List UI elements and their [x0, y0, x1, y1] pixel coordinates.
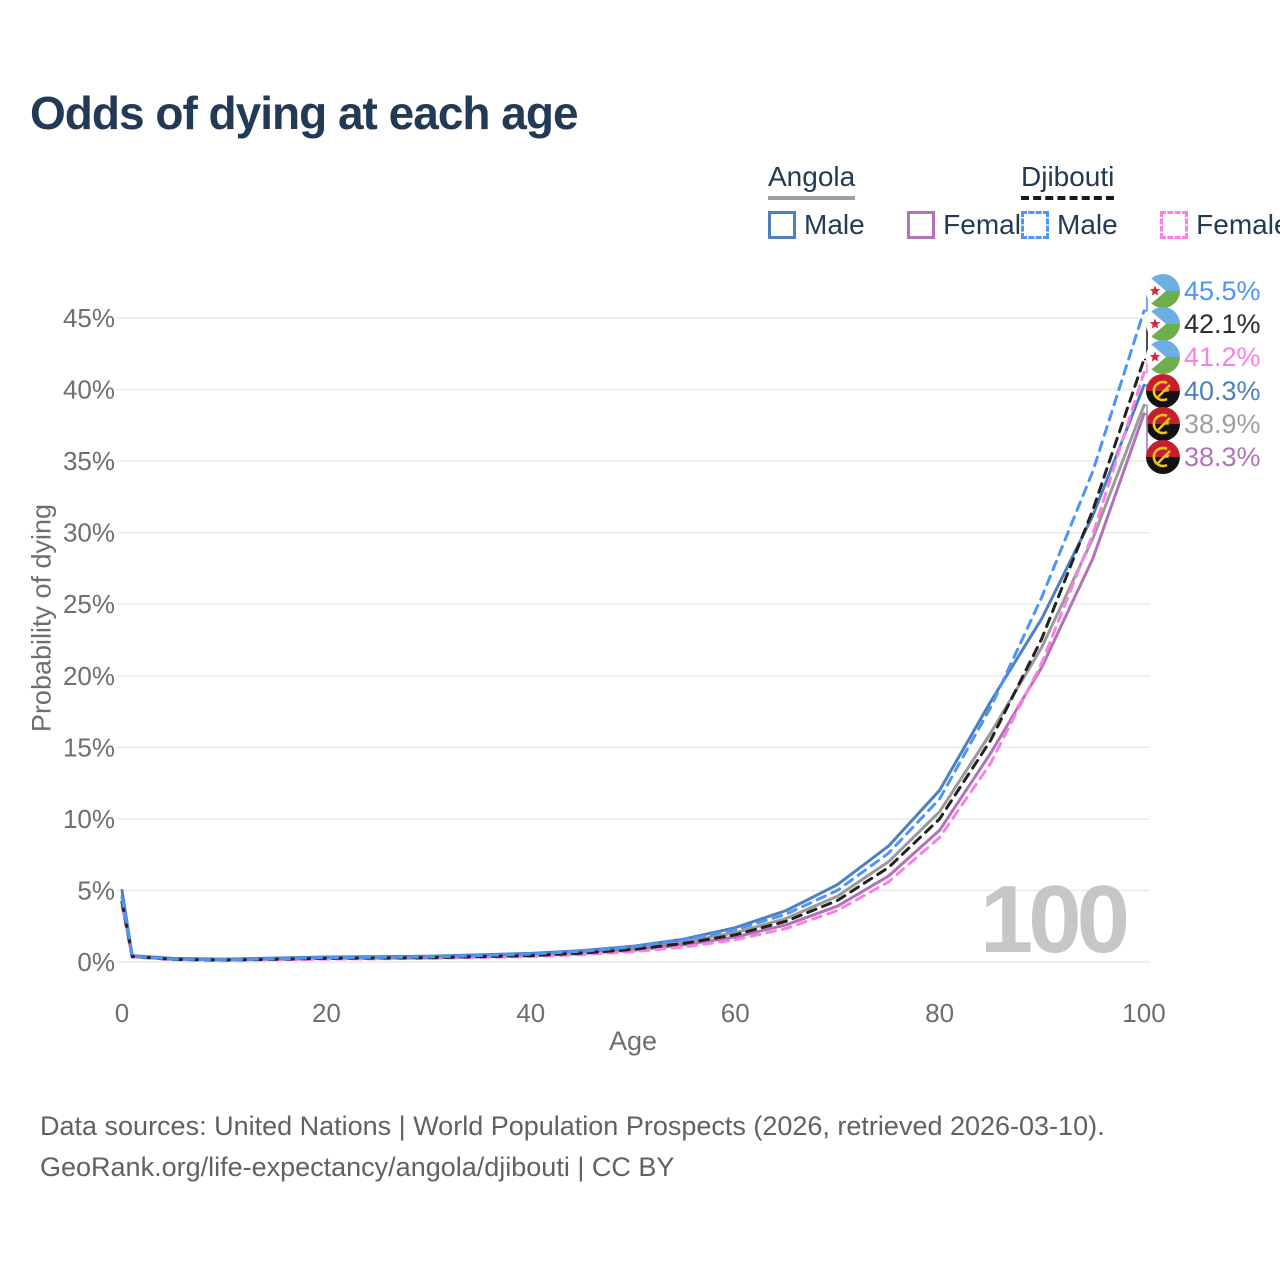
y-tick-label-40: 40%	[63, 375, 115, 405]
legend-item-label: Female	[1196, 209, 1280, 240]
legend-group-angola: Angola Male Female	[768, 161, 1037, 244]
legend-country-djibouti[interactable]: Djibouti	[1021, 161, 1115, 200]
x-tick-label-0: 0	[115, 998, 129, 1028]
djibouti-flag-icon	[1146, 274, 1180, 308]
x-tick-label-40: 40	[516, 998, 545, 1028]
djibouti-flag-icon	[1146, 340, 1180, 374]
y-tick-label-45: 45%	[63, 303, 115, 333]
djibouti-flag-icon	[1146, 307, 1180, 341]
legend-swatch-angola-female	[907, 211, 936, 239]
footer: Data sources: United Nations | World Pop…	[40, 1106, 1105, 1188]
legend-item-djibouti-female[interactable]: Female	[1160, 209, 1280, 241]
legend-country-angola[interactable]: Angola	[768, 161, 856, 200]
y-tick-label-20: 20%	[63, 661, 115, 691]
legend-group-djibouti: Djibouti Male Female	[1021, 161, 1280, 244]
series-line-djibouti-male[interactable]	[120, 309, 1146, 962]
y-tick-label-10: 10%	[63, 804, 115, 834]
legend-item-angola-male[interactable]: Male	[768, 209, 865, 241]
end-value-label: 45.5%	[1184, 276, 1261, 306]
legend-swatch-djibouti-male	[1021, 211, 1049, 239]
y-tick-label-0: 0%	[77, 947, 115, 977]
end-value-label: 40.3%	[1184, 376, 1261, 406]
legend-swatch-angola-male	[768, 211, 796, 239]
footer-attribution: GeoRank.org/life-expectancy/angola/djibo…	[40, 1152, 675, 1182]
end-value-label: 42.1%	[1184, 309, 1261, 339]
legend-item-label: Male	[1057, 209, 1118, 240]
footer-data-sources: Data sources: United Nations | World Pop…	[40, 1111, 1105, 1141]
end-value-label: 38.9%	[1184, 409, 1261, 439]
y-tick-label-25: 25%	[63, 589, 115, 619]
page-title: Odds of dying at each age	[30, 87, 579, 139]
angola-flag-icon	[1146, 407, 1180, 441]
angola-flag-icon	[1146, 440, 1180, 474]
end-value-label: 38.3%	[1184, 442, 1261, 472]
legend-item-label: Female	[943, 209, 1037, 240]
y-tick-label-5: 5%	[77, 875, 115, 905]
y-tick-label-30: 30%	[63, 518, 115, 548]
x-tick-label-100: 100	[1122, 998, 1165, 1028]
end-value-label: 41.2%	[1184, 342, 1261, 372]
legend-item-djibouti-male[interactable]: Male	[1021, 209, 1118, 241]
legend-swatch-djibouti-female	[1160, 211, 1189, 239]
age-watermark: 100	[979, 866, 1130, 973]
angola-flag-icon	[1146, 374, 1180, 408]
x-tick-label-20: 20	[312, 998, 341, 1028]
x-tick-label-80: 80	[925, 998, 954, 1028]
legend-item-label: Male	[804, 209, 865, 240]
x-axis-title: Age	[608, 1026, 658, 1056]
legend-item-angola-female[interactable]: Female	[907, 209, 1037, 241]
y-tick-label-15: 15%	[63, 732, 115, 762]
x-tick-label-60: 60	[721, 998, 750, 1028]
y-axis-title: Probability of dying	[26, 503, 57, 733]
y-tick-label-35: 35%	[63, 446, 115, 476]
